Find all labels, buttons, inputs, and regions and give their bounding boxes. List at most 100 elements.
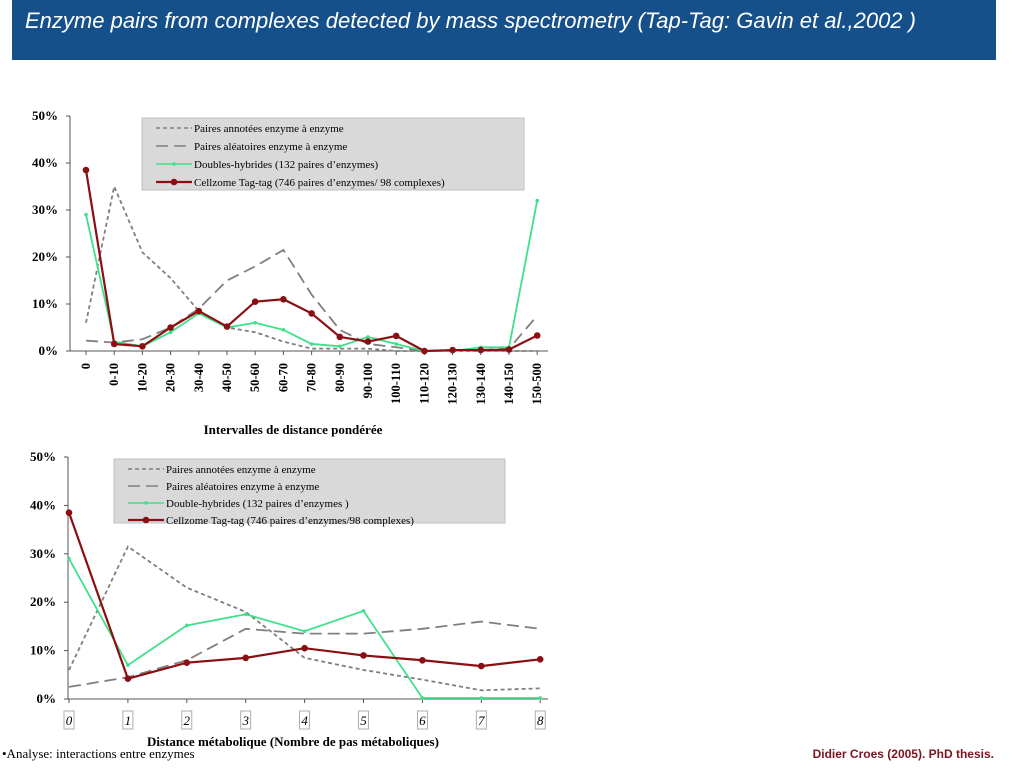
- x-tick-label: 100-110: [389, 363, 403, 404]
- data-point: [536, 656, 544, 663]
- x-tick-box: [122, 710, 134, 730]
- x-tick-label: 1: [125, 713, 132, 728]
- x-tick-label: 30-40: [192, 363, 206, 392]
- x-tick-label: 90-100: [361, 363, 375, 398]
- data-point: [505, 346, 513, 353]
- x-tick-label: 0: [79, 363, 93, 369]
- data-point: [394, 342, 399, 346]
- x-tick-box: [299, 710, 311, 730]
- slide-title: Enzyme pairs from complexes detected by …: [25, 8, 916, 33]
- legend-marker: [170, 178, 178, 186]
- legend-box: [141, 117, 525, 191]
- data-point: [419, 656, 426, 664]
- series-2: [68, 620, 541, 688]
- y-tick-label: 40%: [30, 497, 56, 512]
- legend-label: Doubles-hybrides (132 paires d’enzymes): [194, 159, 379, 171]
- y-tick-label: 30%: [30, 546, 56, 561]
- x-tick-box: [240, 710, 252, 730]
- legend-label: Paires annotées enzyme à enzyme: [166, 464, 316, 476]
- data-point: [242, 654, 249, 662]
- y-tick-label: 30%: [32, 202, 58, 217]
- data-point: [280, 296, 287, 303]
- series-4: [65, 509, 544, 682]
- data-point: [183, 659, 191, 666]
- legend-box: [113, 458, 506, 524]
- legend-label: Cellzome Tag-tag (746 paires d’enzymes/9…: [166, 515, 414, 527]
- slide-title-bar: Enzyme pairs from complexes detected by …: [12, 0, 996, 60]
- data-point: [364, 338, 372, 345]
- y-tick-label: 0%: [39, 343, 59, 358]
- x-tick-label: 150-500: [530, 363, 544, 405]
- data-point: [65, 509, 73, 516]
- data-point: [168, 330, 173, 335]
- x-tick-label: 8: [537, 713, 544, 728]
- x-tick-label: 110-120: [417, 363, 431, 404]
- x-tick-box: [475, 710, 487, 730]
- x-tick-label: 130-140: [474, 363, 488, 405]
- data-point: [392, 332, 400, 340]
- data-point: [167, 324, 174, 331]
- series-3: [67, 556, 542, 700]
- data-point: [126, 663, 130, 667]
- x-tick-label: 80-90: [333, 363, 347, 392]
- x-tick-label: 4: [301, 713, 308, 728]
- data-point: [478, 662, 485, 670]
- data-point: [533, 332, 541, 339]
- data-point: [535, 198, 539, 203]
- x-tick-label: 60-70: [276, 363, 290, 392]
- data-point: [195, 307, 203, 315]
- y-tick-label: 40%: [32, 155, 58, 170]
- series-1: [68, 545, 541, 692]
- x-tick-box: [416, 710, 428, 730]
- x-tick-label: 0-10: [107, 363, 121, 386]
- data-point: [449, 346, 456, 354]
- data-point: [251, 298, 259, 305]
- legend-label: Paires aléatoires enzyme à enzyme: [194, 141, 347, 153]
- data-point: [360, 652, 367, 659]
- data-point: [309, 342, 314, 346]
- legend-marker: [144, 501, 148, 505]
- data-point: [243, 612, 248, 617]
- y-tick-label: 10%: [32, 296, 58, 311]
- series-line: [68, 558, 541, 699]
- data-point: [82, 166, 90, 174]
- data-point: [84, 212, 88, 217]
- legend: Paires annotées enzyme à enzyme Paires al…: [141, 117, 525, 191]
- data-point: [124, 675, 132, 682]
- data-point: [308, 310, 315, 317]
- series-line: [85, 248, 538, 352]
- series-3: [84, 198, 539, 353]
- x-tick-label: 6: [419, 713, 426, 728]
- data-point: [281, 328, 286, 332]
- x-tick-label: 120-130: [446, 363, 460, 405]
- y-tick-label: 50%: [32, 108, 58, 123]
- legend-marker: [172, 162, 176, 166]
- x-tick-label: 5: [360, 713, 367, 728]
- legend-label: Cellzome Tag-tag (746 paires d’enzymes/ …: [194, 177, 445, 189]
- y-tick-label: 50%: [30, 449, 56, 464]
- legend-label: Paires annotées enzyme à enzyme: [194, 123, 344, 135]
- data-point: [420, 696, 425, 700]
- data-point: [538, 696, 542, 700]
- data-point: [479, 696, 484, 700]
- series-1: [85, 183, 538, 352]
- footer-citation: Didier Croes (2005). PhD thesis.: [812, 747, 994, 761]
- series-line: [68, 545, 541, 692]
- x-tick-box: [534, 710, 546, 730]
- data-point: [361, 609, 366, 613]
- data-point: [139, 343, 146, 350]
- x-tick-box: [63, 710, 75, 730]
- data-point: [336, 333, 344, 341]
- x-tick-label: 7: [478, 713, 485, 728]
- chart-1: 0% 10% 20% 30% 40% 50% 0 0-10 10-20 20-30 30-40 40-…: [32, 108, 548, 437]
- data-point: [302, 629, 307, 634]
- y-tick-label: 20%: [30, 594, 56, 609]
- y-tick-label: 20%: [32, 249, 58, 264]
- data-point: [338, 344, 342, 349]
- series-line: [68, 620, 541, 688]
- x-tick-label: 10-20: [135, 363, 149, 392]
- x-tick-box: [358, 710, 369, 730]
- y-tick-label: 10%: [30, 643, 56, 658]
- x-tick-label: 70-80: [305, 363, 319, 392]
